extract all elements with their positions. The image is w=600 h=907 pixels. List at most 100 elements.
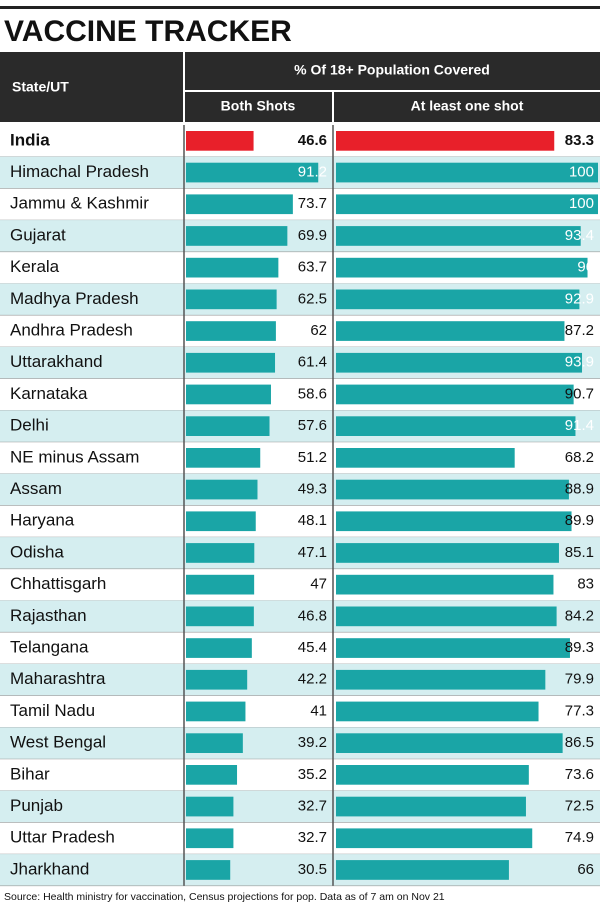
value-label: 83 xyxy=(577,576,594,593)
bar xyxy=(186,131,254,151)
bar xyxy=(336,257,588,278)
bar xyxy=(336,511,572,532)
category-label: Uttar Pradesh xyxy=(10,828,115,847)
bar xyxy=(336,352,583,373)
bar xyxy=(336,162,598,183)
bar xyxy=(336,606,557,627)
bar xyxy=(186,226,288,246)
value-label: 58.6 xyxy=(298,385,327,402)
bar xyxy=(336,543,559,563)
category-label: Odisha xyxy=(10,542,64,561)
value-label: 57.6 xyxy=(298,417,327,434)
bar xyxy=(186,669,248,690)
bar xyxy=(336,796,526,817)
bar xyxy=(186,479,258,500)
bar xyxy=(336,765,529,785)
value-label: 100 xyxy=(569,195,594,212)
bar xyxy=(186,321,276,341)
bar xyxy=(186,765,238,785)
bar xyxy=(336,194,598,215)
header-cell xyxy=(185,52,600,90)
value-label: 84.2 xyxy=(565,607,594,624)
value-label: 47 xyxy=(310,576,327,593)
top-rule xyxy=(0,6,600,9)
category-label: West Bengal xyxy=(10,733,106,752)
value-label: 87.2 xyxy=(565,322,594,339)
bar xyxy=(336,131,555,151)
category-label: Telangana xyxy=(10,638,89,657)
category-label: NE minus Assam xyxy=(10,447,139,466)
bar xyxy=(186,543,255,563)
bar xyxy=(186,257,279,278)
bar xyxy=(336,669,546,690)
value-label: 46.8 xyxy=(298,607,327,624)
bar xyxy=(336,226,581,246)
value-label: 63.7 xyxy=(298,259,327,276)
bar xyxy=(336,574,554,595)
category-label: Jammu & Kashmir xyxy=(10,194,149,213)
value-label: 77.3 xyxy=(565,702,594,719)
bar xyxy=(186,574,255,595)
value-label: 30.5 xyxy=(298,861,327,878)
bar xyxy=(186,352,276,373)
value-label: 32.7 xyxy=(298,798,327,815)
value-label: 48.1 xyxy=(298,512,327,529)
bar xyxy=(186,733,243,753)
category-label: Himachal Pradesh xyxy=(10,162,149,181)
category-label: Rajasthan xyxy=(10,606,87,625)
value-label: 73.6 xyxy=(565,766,594,783)
value-label: 69.9 xyxy=(298,227,327,244)
bar xyxy=(336,448,515,468)
value-label: 45.4 xyxy=(298,639,327,656)
category-label: Tamil Nadu xyxy=(10,701,95,720)
category-label: India xyxy=(10,130,50,149)
value-label: 91.2 xyxy=(298,164,327,181)
source-note: Source: Health ministry for vaccination,… xyxy=(4,891,445,903)
category-label: Chhattisgarh xyxy=(10,574,106,593)
bar xyxy=(186,289,277,310)
bar xyxy=(186,701,246,722)
bar xyxy=(336,701,539,722)
category-label: Delhi xyxy=(10,416,49,435)
bar xyxy=(336,860,509,880)
category-label: Madhya Pradesh xyxy=(10,289,139,308)
bar xyxy=(186,448,261,468)
value-label: 83.3 xyxy=(565,132,594,149)
value-label: 86.5 xyxy=(565,734,594,751)
bar xyxy=(336,828,533,849)
value-label: 66 xyxy=(577,861,594,878)
value-label: 68.2 xyxy=(565,449,594,466)
value-label: 90.7 xyxy=(565,385,594,402)
category-label: Maharashtra xyxy=(10,669,106,688)
value-label: 89.3 xyxy=(565,639,594,656)
bar xyxy=(336,416,576,436)
bar xyxy=(186,638,252,658)
value-label: 35.2 xyxy=(298,766,327,783)
category-label: Haryana xyxy=(10,511,75,530)
bar xyxy=(186,606,254,627)
bar xyxy=(186,511,256,532)
category-label: Jharkhand xyxy=(10,859,89,878)
value-label: 93.4 xyxy=(565,227,594,244)
series-header: Both Shots xyxy=(221,98,296,114)
bar xyxy=(186,828,234,849)
value-label: 93.9 xyxy=(565,354,594,371)
value-label: 74.9 xyxy=(565,829,594,846)
category-label: Gujarat xyxy=(10,225,66,244)
header-cell xyxy=(334,92,600,122)
category-label: Assam xyxy=(10,479,62,498)
category-label: Karnataka xyxy=(10,384,88,403)
value-label: 46.6 xyxy=(298,132,327,149)
value-label: 61.4 xyxy=(298,354,327,371)
value-label: 100 xyxy=(569,164,594,181)
value-label: 79.9 xyxy=(565,671,594,688)
bar xyxy=(186,194,293,215)
value-label: 42.2 xyxy=(298,671,327,688)
bar xyxy=(336,384,574,405)
header-cell xyxy=(0,52,183,122)
value-label: 39.2 xyxy=(298,734,327,751)
value-label: 89.9 xyxy=(565,512,594,529)
bar xyxy=(186,416,270,436)
group-header: % Of 18+ Population Covered xyxy=(294,62,490,78)
